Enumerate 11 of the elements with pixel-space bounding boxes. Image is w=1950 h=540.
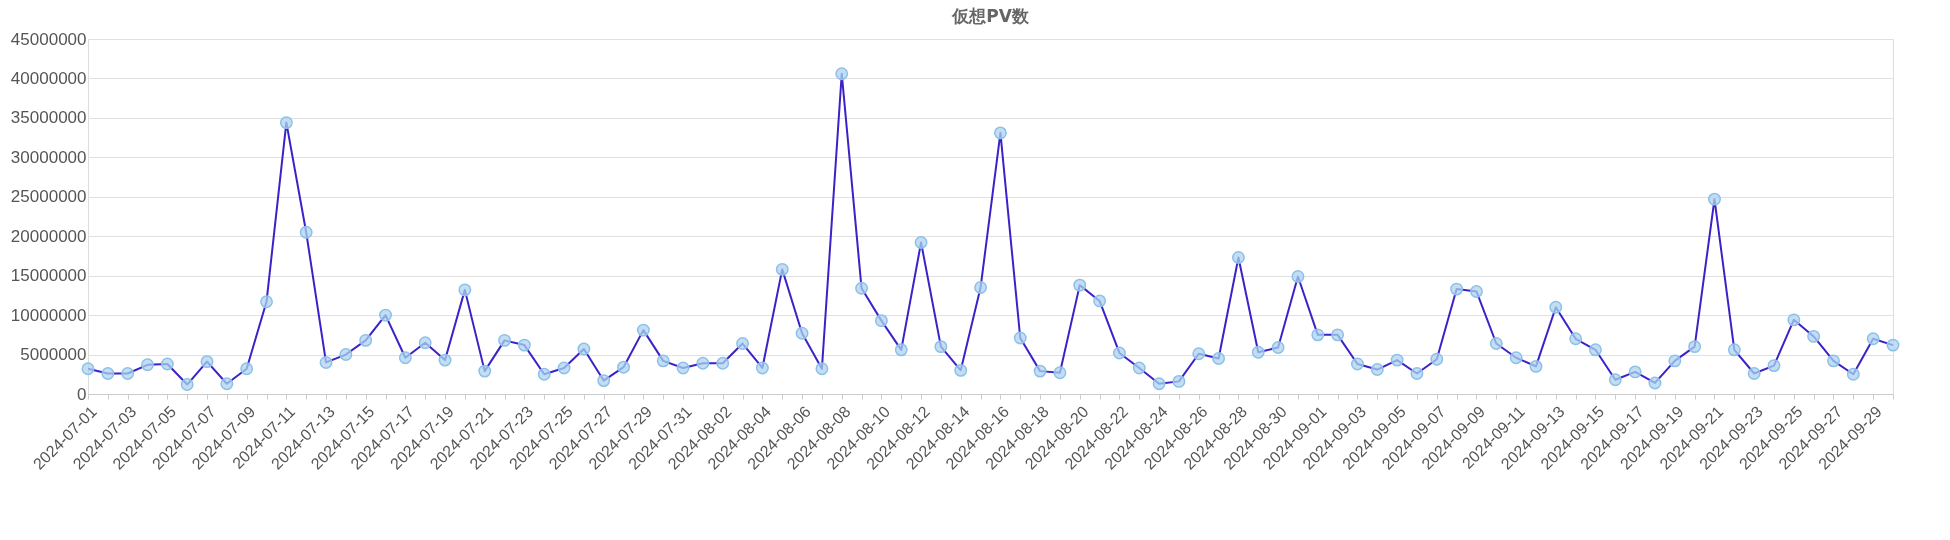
y-tick-label: 15000000: [10, 266, 87, 286]
y-tick-label: 5000000: [20, 345, 87, 365]
y-tick-label: 40000000: [10, 68, 87, 88]
y-tick-label: 10000000: [10, 305, 87, 325]
y-tick-label: 0: [77, 384, 87, 404]
y-tick-label: 45000000: [10, 29, 87, 49]
y-tick-label: 20000000: [10, 226, 87, 246]
y-tick-label: 25000000: [10, 187, 87, 207]
y-tick-label: 30000000: [10, 147, 87, 167]
y-tick-label: 35000000: [10, 108, 87, 128]
chart-title: 仮想PV数: [951, 6, 1030, 26]
